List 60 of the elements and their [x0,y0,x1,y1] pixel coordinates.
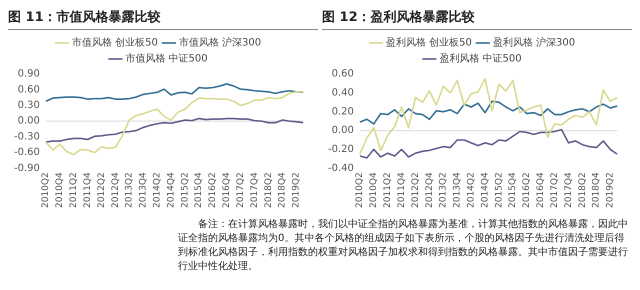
legend-label: 盈利风格 沪深300 [492,36,576,49]
x-tick-label: 2018Q2 [264,172,274,208]
x-tick-label: 2016Q2 [208,172,218,208]
x-tick-label: 2017Q2 [236,172,246,208]
y-tick-label: -0.60 [14,147,40,158]
x-tick-label: 2013Q4 [452,172,463,208]
y-tick-label: -0.20 [328,144,354,156]
x-tick-label: 2012Q2 [96,172,107,208]
x-tick-label: 2014Q2 [466,172,476,208]
chart-title: 图 12：盈利风格暴露比较 [322,8,632,30]
y-tick-label: 0.60 [332,68,354,80]
x-tick-label: 2017Q4 [250,172,260,208]
y-tick-label: 0.60 [18,84,40,96]
y-tick-label: -0.40 [328,162,354,174]
x-tick-label: 2017Q2 [550,172,560,208]
x-tick-label: 2010Q4 [55,172,66,208]
y-tick-label: -0.30 [14,131,40,142]
x-tick-label: 2012Q2 [410,172,421,208]
x-tick-label: 2018Q2 [578,172,588,208]
y-tick-label: -0.90 [14,162,40,174]
x-tick-label: 2018Q4 [278,172,288,208]
x-tick-label: 2011Q2 [69,172,80,208]
x-tick-label: 2015Q4 [508,172,518,208]
x-tick-label: 2010Q2 [41,172,52,208]
x-tick-label: 2015Q2 [494,172,504,208]
y-tick-label: 0.30 [18,100,40,112]
x-tick-label: 2014Q4 [480,172,490,208]
x-tick-label: 2010Q4 [369,172,380,208]
y-tick-label: 0.00 [332,125,354,136]
y-tick-label: 0.20 [332,106,354,118]
x-tick-label: 2015Q4 [194,172,204,208]
x-tick-label: 2013Q2 [124,172,135,208]
x-tick-label: 2019Q2 [292,172,302,208]
legend-label: 市值风格 中证500 [125,52,208,65]
legend-label: 市值风格 沪深300 [178,36,262,49]
x-tick-label: 2013Q4 [138,172,149,208]
x-tick-label: 2014Q2 [152,172,162,208]
y-tick-label: 0.00 [18,116,40,127]
x-tick-label: 2011Q2 [383,172,394,208]
legend-label: 市值风格 创业板50 [72,36,158,49]
legend-label: 盈利风格 中证500 [439,52,522,65]
x-tick-label: 2017Q4 [564,172,574,208]
y-tick-label: 0.40 [332,87,354,98]
x-tick-label: 2016Q4 [222,172,232,208]
y-tick-label: 0.90 [18,68,40,80]
x-tick-label: 2016Q4 [536,172,546,208]
x-tick-label: 2018Q4 [592,172,602,208]
chart-title: 图 11：市值风格暴露比较 [8,8,318,30]
legend-label: 盈利风格 创业板50 [386,36,472,49]
x-tick-label: 2019Q2 [606,172,616,208]
x-tick-label: 2011Q4 [396,172,407,208]
x-tick-label: 2014Q4 [166,172,176,208]
x-tick-label: 2012Q4 [110,172,121,208]
x-tick-label: 2015Q2 [180,172,190,208]
x-tick-label: 2012Q4 [424,172,435,208]
x-tick-label: 2013Q2 [438,172,449,208]
x-tick-label: 2011Q4 [82,172,93,208]
x-tick-label: 2016Q2 [522,172,532,208]
x-tick-label: 2010Q2 [355,172,366,208]
text: 备注：在计算风格暴露时，我们以中证全指的风格暴露为基准，计算其他指数的风格暴露，因此中证全指的风格暴露均为0。其中各个风格的组成因子如下表所示，个股的风格因子先进行清洗处理后得到标准化风格因子，利用指数的权重对风格因子加权求和得到指数的风格暴露。其中市值因子需要进行行业中性化处理。 [178,218,629,274]
